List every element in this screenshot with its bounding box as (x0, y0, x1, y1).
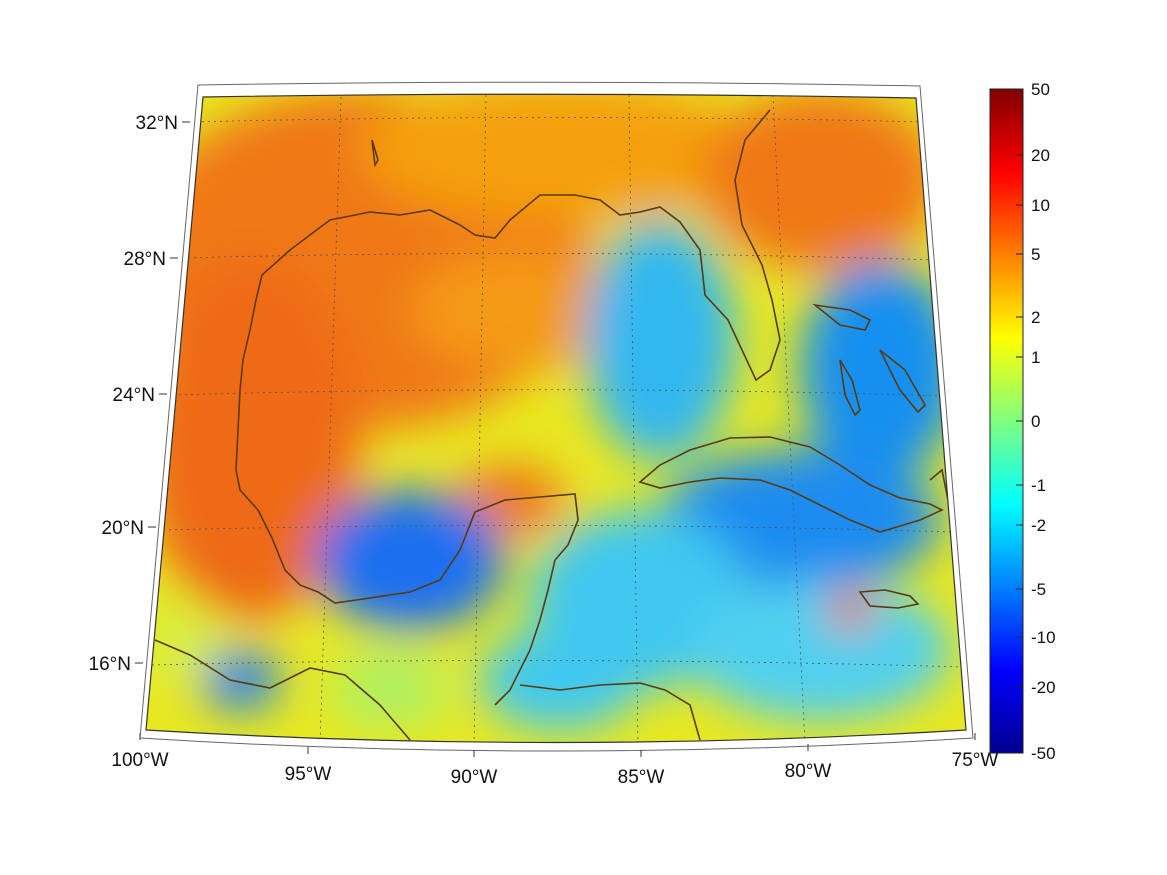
colorbar-label: -1 (1031, 476, 1046, 495)
latitude-label: 24°N (113, 385, 155, 406)
colorbar-label: -5 (1031, 580, 1046, 599)
colorbar-label: -2 (1031, 516, 1046, 535)
map-field (146, 94, 966, 743)
latitude-label: 16°N (89, 654, 131, 675)
longitude-label: 85°W (618, 767, 665, 788)
latitude-label: 28°N (124, 249, 166, 270)
colorbar-label: 0 (1031, 412, 1040, 431)
longitude-label: 80°W (785, 761, 832, 782)
longitude-labels: 100°W 95°W 90°W 85°W 80°W 75°W (111, 733, 998, 788)
latitude-label: 20°N (102, 518, 144, 539)
coastlines (154, 109, 949, 741)
colorbar-label: 2 (1031, 308, 1040, 327)
longitude-label: 95°W (285, 764, 332, 785)
graticule (151, 94, 964, 743)
latitude-label: 32°N (136, 113, 178, 134)
colorbar-label: 1 (1031, 348, 1040, 367)
colorbar-label: -50 (1031, 744, 1056, 763)
colorbar-label: 20 (1031, 146, 1050, 165)
colorbar-label: -10 (1031, 628, 1056, 647)
colorbar-label: 50 (1031, 80, 1050, 99)
longitude-label: 75°W (952, 750, 999, 771)
longitude-label: 90°W (451, 767, 498, 788)
colorbar-label: 10 (1031, 196, 1050, 215)
map-frame (145, 93, 967, 744)
longitude-label: 100°W (111, 750, 168, 771)
latitude-labels: 32°N 28°N 24°N 20°N 16°N (89, 113, 190, 675)
colorbar-label: 5 (1031, 245, 1040, 264)
map-outer-frame (139, 81, 974, 752)
colorbar-label: -20 (1031, 678, 1056, 697)
